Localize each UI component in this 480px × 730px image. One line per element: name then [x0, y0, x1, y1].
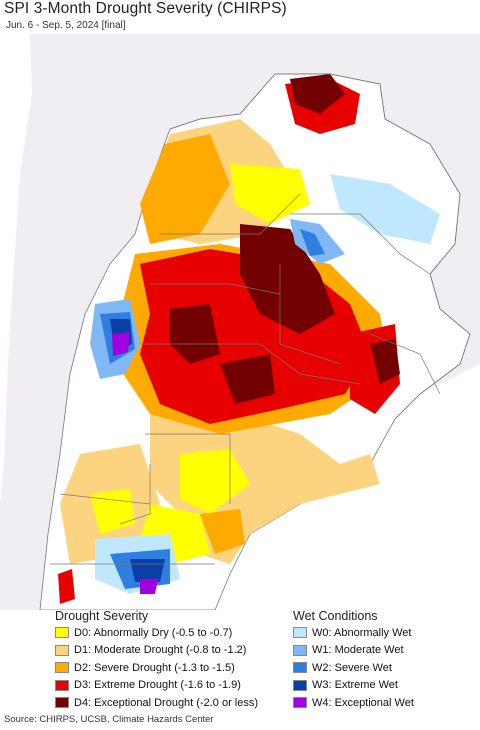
- drought-legend-swatch: [55, 679, 69, 691]
- wet-legend-swatch: [293, 644, 307, 656]
- d4-area-2: [170, 304, 220, 364]
- d2-area-north: [140, 134, 230, 244]
- drought-legend-item: D3: Extreme Drought (-1.6 to -1.9): [55, 677, 258, 695]
- drought-legend-title: Drought Severity: [55, 609, 149, 623]
- wet-legend-item: W0: Abnormally Wet: [293, 624, 414, 642]
- drought-map: [0, 34, 480, 610]
- wet-legend-swatch: [293, 627, 307, 639]
- drought-legend-label: D4: Exceptional Drought (-2.0 or less): [74, 696, 259, 709]
- d4-area-3: [220, 354, 275, 404]
- wet-legend-swatch: [293, 662, 307, 674]
- drought-legend-item: D1: Moderate Drought (-0.8 to -1.2): [55, 642, 258, 660]
- w4-area-andes: [112, 332, 130, 356]
- w2-area-north: [300, 229, 325, 256]
- wet-legend-label: W3: Extreme Wet: [312, 679, 398, 692]
- drought-legend-swatch: [55, 697, 69, 709]
- drought-legend-label: D3: Extreme Drought (-1.6 to -1.9): [74, 679, 241, 692]
- wet-legend-label: W1: Moderate Wet: [312, 644, 404, 657]
- wet-legend-swatch: [293, 679, 307, 691]
- wet-legend-item: W1: Moderate Wet: [293, 642, 414, 660]
- d0-area-2: [180, 449, 250, 514]
- wet-legend-swatch: [293, 697, 307, 709]
- w3-area-south: [130, 559, 165, 582]
- wet-legend-label: W0: Abnormally Wet: [312, 626, 412, 639]
- wet-legend-item: W3: Extreme Wet: [293, 677, 414, 695]
- w0-area-north: [330, 174, 440, 244]
- d4-area-5: [370, 339, 400, 384]
- d4-area-4: [290, 74, 345, 114]
- drought-legend-swatch: [55, 627, 69, 639]
- w4-area-south: [140, 579, 158, 594]
- wet-legend-label: W2: Severe Wet: [312, 661, 392, 674]
- drought-legend-label: D2: Severe Drought (-1.3 to -1.5): [74, 661, 235, 674]
- wet-legend-title: Wet Conditions: [293, 609, 378, 623]
- map-subtitle: Jun. 6 - Sep. 5, 2024 [final]: [6, 20, 126, 31]
- wet-legend-label: W4: Exceptional Wet: [312, 696, 414, 709]
- drought-legend-item: D0: Abnormally Dry (-0.5 to -0.7): [55, 624, 258, 642]
- pacific-ocean: [0, 34, 32, 504]
- admin-boundaries: [50, 73, 471, 565]
- drought-legend-item: D2: Severe Drought (-1.3 to -1.5): [55, 659, 258, 677]
- wet-legend-item: W4: Exceptional Wet: [293, 694, 414, 712]
- drought-legend-swatch: [55, 662, 69, 674]
- d3-area-south-coast: [58, 569, 75, 604]
- d2-area-patagonia: [200, 509, 245, 554]
- drought-legend-item: D4: Exceptional Drought (-2.0 or less): [55, 694, 258, 712]
- drought-legend: D0: Abnormally Dry (-0.5 to -0.7) D1: Mod…: [55, 624, 258, 712]
- drought-legend-label: D1: Moderate Drought (-0.8 to -1.2): [74, 644, 247, 657]
- source-credit: Source: CHIRPS, UCSB, Climate Hazards Ce…: [4, 714, 214, 725]
- wet-legend: W0: Abnormally Wet W1: Moderate Wet W2: Se…: [293, 624, 414, 712]
- wet-legend-item: W2: Severe Wet: [293, 659, 414, 677]
- d4-area-1: [240, 224, 335, 334]
- map-title: SPI 3-Month Drought Severity (CHIRPS): [4, 0, 287, 17]
- drought-legend-label: D0: Abnormally Dry (-0.5 to -0.7): [74, 626, 233, 639]
- drought-legend-swatch: [55, 644, 69, 656]
- d0-area-1: [230, 164, 310, 224]
